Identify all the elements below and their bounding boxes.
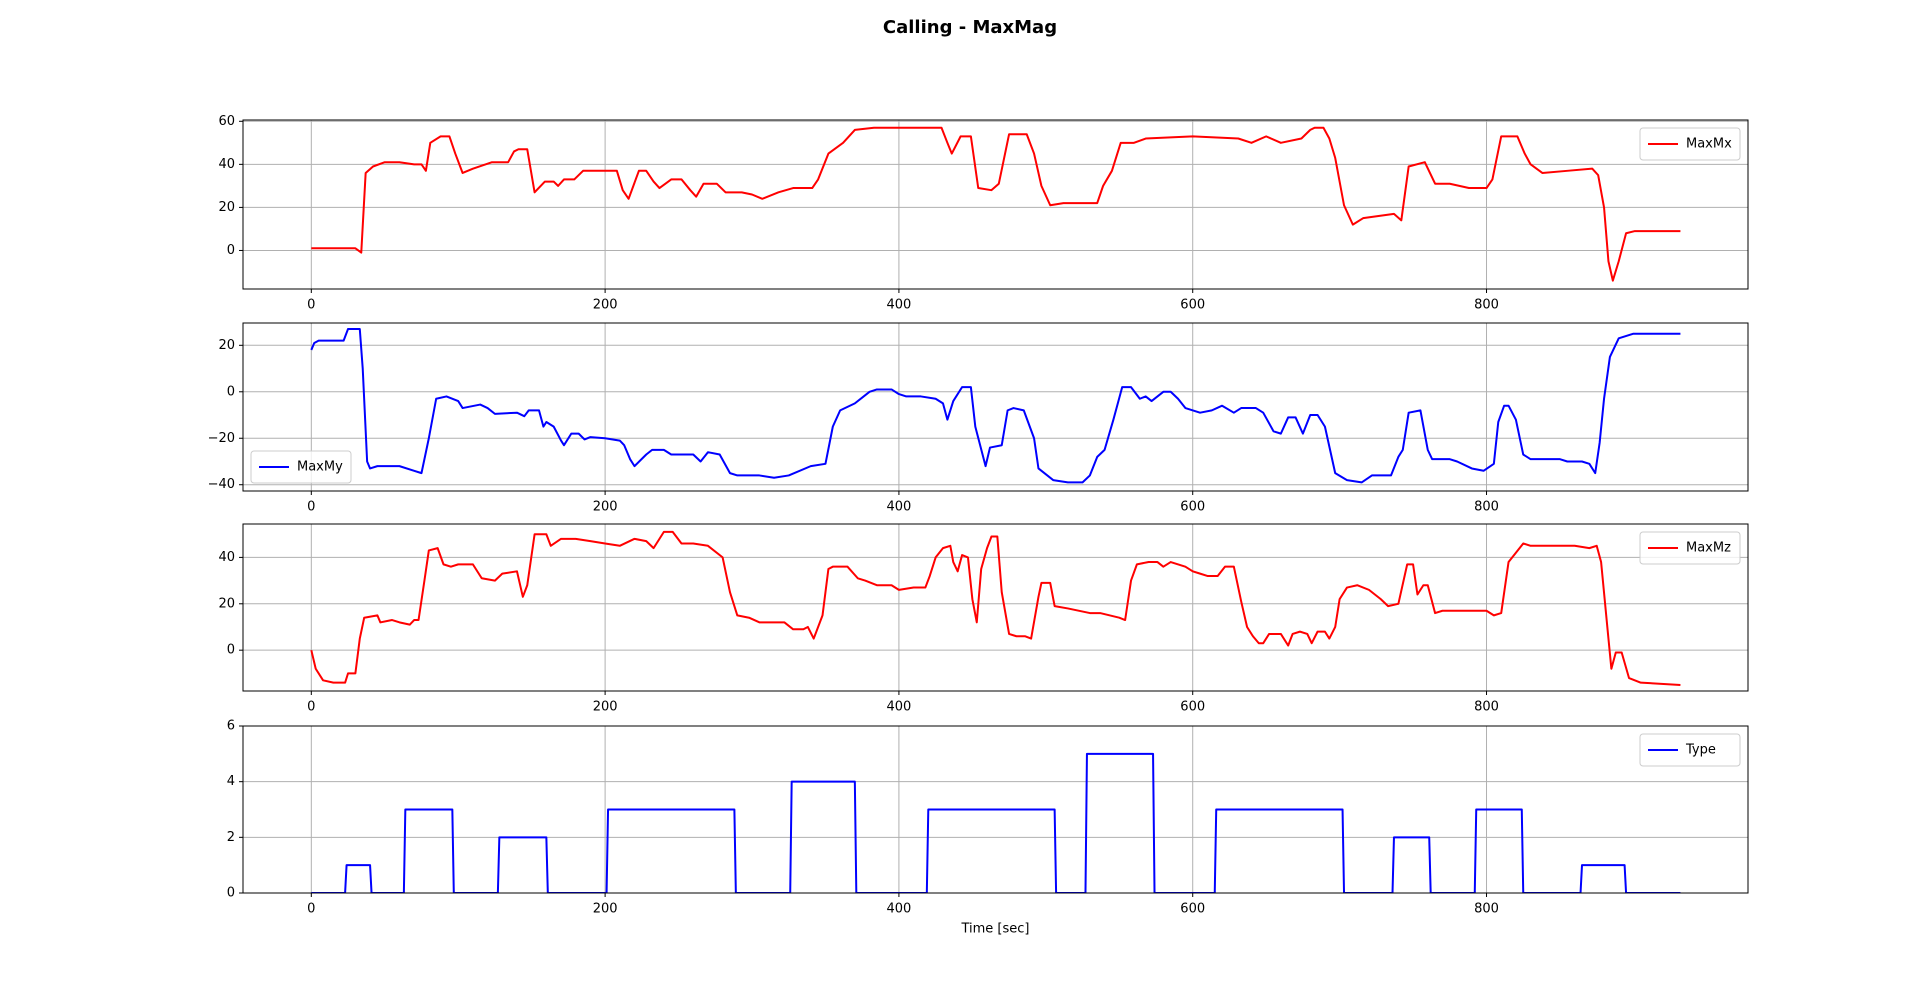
x-tick-label: 800 — [1474, 500, 1499, 515]
x-tick-label: 200 — [593, 298, 618, 313]
legend: MaxMz — [1639, 531, 1741, 565]
legend: Type — [1639, 733, 1741, 767]
x-tick-label: 200 — [593, 500, 618, 515]
plot-area — [310, 530, 1681, 686]
x-tick-label: 400 — [886, 298, 911, 313]
y-tick-label: 20 — [218, 200, 235, 215]
y-tick-label: −20 — [208, 431, 235, 446]
figure-title: Calling - MaxMag — [883, 17, 1057, 38]
legend-box — [1639, 733, 1741, 767]
x-tick-label: 800 — [1474, 902, 1499, 917]
subplot: 0 200 400 600 800 −40 −20 0 20 MaxMy — [208, 322, 1749, 515]
data-line — [311, 752, 1681, 893]
y-tick-label: 0 — [227, 886, 235, 901]
y-tick-label: −40 — [208, 477, 235, 492]
legend-label: MaxMy — [297, 460, 343, 475]
x-tick-label: 0 — [307, 902, 315, 917]
x-tick-label: 800 — [1474, 298, 1499, 313]
x-tick-label: 0 — [307, 500, 315, 515]
x-tick-label: 200 — [593, 902, 618, 917]
axes-frame — [242, 119, 1749, 290]
y-tick-label: 0 — [227, 384, 235, 399]
x-tick-label: 400 — [886, 902, 911, 917]
data-line — [310, 328, 1681, 484]
y-tick-label: 40 — [218, 157, 235, 172]
data-line — [310, 530, 1681, 686]
x-tick-label: 400 — [886, 700, 911, 715]
legend: MaxMy — [250, 450, 352, 484]
x-tick-label: 0 — [307, 700, 315, 715]
x-tick-label: 600 — [1180, 700, 1205, 715]
y-tick-label: 20 — [218, 596, 235, 611]
plot-area — [310, 328, 1681, 484]
y-tick-label: 40 — [218, 550, 235, 565]
data-line — [311, 126, 1681, 282]
y-tick-label: 0 — [227, 643, 235, 658]
legend-label: Type — [1685, 743, 1716, 758]
plot-area — [311, 752, 1681, 893]
axes-frame — [242, 523, 1749, 692]
subplot: 0 200 400 600 800 0 2 4 6 Time [sec] Type — [227, 719, 1749, 937]
x-tick-label: 800 — [1474, 700, 1499, 715]
x-tick-label: 200 — [593, 700, 618, 715]
y-tick-label: 60 — [218, 114, 235, 129]
y-tick-label: 0 — [227, 243, 235, 258]
legend-box — [1639, 127, 1741, 161]
legend-label: MaxMz — [1686, 541, 1731, 556]
x-tick-label: 600 — [1180, 500, 1205, 515]
plot-area — [311, 126, 1681, 282]
y-tick-label: 4 — [227, 774, 235, 789]
legend: MaxMx — [1639, 127, 1741, 161]
y-tick-label: 20 — [218, 338, 235, 353]
axes-frame — [242, 725, 1749, 894]
legend-box — [1639, 531, 1741, 565]
axes-frame — [242, 322, 1749, 492]
y-tick-label: 2 — [227, 830, 235, 845]
x-tick-label: 400 — [886, 500, 911, 515]
x-axis-label: Time [sec] — [960, 922, 1029, 937]
subplot: 0 200 400 600 800 0 20 40 60 MaxMx — [218, 114, 1749, 313]
x-tick-label: 600 — [1180, 902, 1205, 917]
subplot: 0 200 400 600 800 0 20 40 MaxMz — [218, 523, 1749, 715]
x-tick-label: 600 — [1180, 298, 1205, 313]
x-tick-label: 0 — [307, 298, 315, 313]
legend-label: MaxMx — [1686, 137, 1732, 152]
y-tick-label: 6 — [227, 719, 235, 734]
legend-box — [250, 450, 352, 484]
